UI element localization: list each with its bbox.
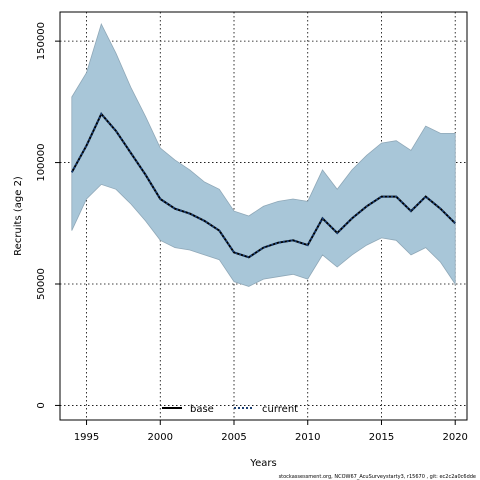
x-axis-label: Years <box>249 458 276 469</box>
y-tick-label: 100000 <box>36 143 47 181</box>
plot-frame <box>59 11 468 421</box>
legend-label-current: current <box>262 404 298 415</box>
x-axis: 1995 2000 2005 2010 2015 2020 <box>74 420 468 443</box>
y-axis: 0 50000 100000 150000 <box>36 22 60 409</box>
x-tick-label: 2005 <box>221 432 246 443</box>
y-tick-label: 150000 <box>36 22 47 60</box>
series-line-current <box>70 112 456 259</box>
legend: base current <box>162 404 298 415</box>
footnote: stockassessment.org, NCOW67_AcuSurveysta… <box>279 474 476 480</box>
x-tick-label: 2015 <box>369 432 394 443</box>
x-tick-label: 2000 <box>148 432 173 443</box>
x-tick-label: 2020 <box>442 432 467 443</box>
legend-label-base: base <box>190 404 214 415</box>
y-axis-label: Recruits (age 2) <box>13 176 24 256</box>
y-tick-label: 50000 <box>36 268 47 300</box>
confidence-band <box>71 23 456 287</box>
x-tick-label: 2010 <box>295 432 320 443</box>
x-tick-label: 1995 <box>74 432 99 443</box>
y-tick-label: 0 <box>36 402 47 408</box>
